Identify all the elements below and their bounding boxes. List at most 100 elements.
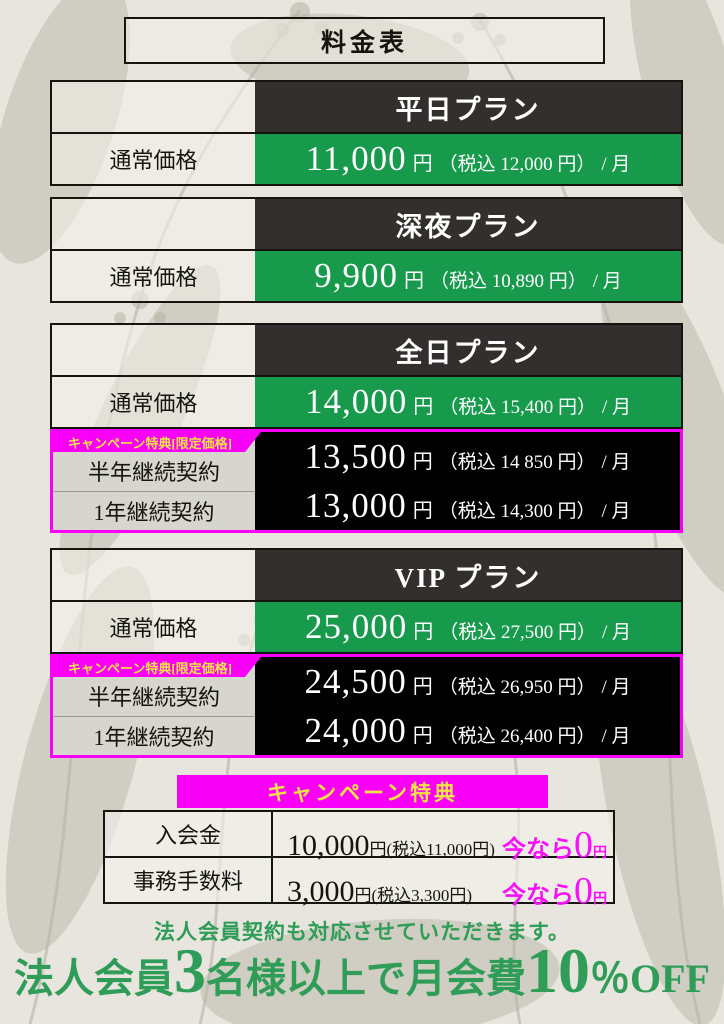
benefit-value-cell: 3,000 円 (税込3,300円) 今なら 0 円 <box>273 858 613 912</box>
benefits-title: キャンペーン特典 <box>267 780 458 805</box>
campaign-ribbon-label: キャンペーン特典[限定価格] <box>67 660 232 676</box>
plan-header-spacer <box>52 82 255 132</box>
benefit-row: 事務手数料 3,000 円 (税込3,300円) 今なら 0 円 <box>105 856 613 912</box>
campaign-price-block: キャンペーン特典[限定価格] 半年継続契約 1年継続契約 24,500 円 （税… <box>50 654 683 758</box>
price-amount: 24,000 <box>304 710 407 750</box>
plan-price-row: 通常価格 14,000 円 （税込 15,400 円） / 月 <box>52 375 681 427</box>
plan-price-row: 通常価格 25,000 円 （税込 27,500 円） / 月 <box>52 600 681 652</box>
plan-section-weekday: 平日プラン 通常価格 11,000 円 （税込 12,000 円） / 月 <box>50 80 683 186</box>
price-cell: 24,000 円 （税込 26,400 円） / 月 <box>255 706 680 755</box>
plan-name: 平日プラン <box>395 94 541 125</box>
benefit-now-free: 今なら 0 円 <box>502 869 607 913</box>
price-type-label: 通常価格 <box>52 251 255 301</box>
plan-section-allday: 全日プラン 通常価格 14,000 円 （税込 15,400 円） / 月 <box>50 323 683 533</box>
plan-price-row: 通常価格 11,000 円 （税込 12,000 円） / 月 <box>52 132 681 184</box>
price-cell: 24,500 円 （税込 26,950 円） / 月 <box>255 657 680 706</box>
contract-term-label: 1年継続契約 <box>53 490 255 531</box>
contract-term-label: 半年継続契約 <box>87 460 220 486</box>
benefit-value-cell: 10,000 円 (税込11,000円) 今なら 0 円 <box>273 812 613 866</box>
benefit-amount: 10,000 <box>287 829 370 862</box>
plan-table: VIP プラン 通常価格 25,000 円 （税込 27,500 円） / 月 <box>50 548 683 654</box>
benefit-now-free: 今なら 0 円 <box>502 823 607 867</box>
price-line: 9,900 円 （税込 10,890 円） / 月 <box>314 256 622 296</box>
headline-segment-number: 10 <box>526 935 590 1006</box>
campaign-price-column: 13,500 円 （税込 14 850 円） / 月 13,000 円 （税込 … <box>255 432 680 530</box>
contract-term-label: 1年継続契約 <box>53 715 255 756</box>
benefit-row: 入会金 10,000 円 (税込11,000円) 今なら 0 円 <box>105 812 613 866</box>
plan-price-row: 通常価格 9,900 円 （税込 10,890 円） / 月 <box>52 249 681 301</box>
page-title: 料金表 <box>320 29 408 57</box>
price-unit: 円 <box>412 153 433 175</box>
benefit-price: 10,000 円 (税込11,000円) <box>287 829 495 863</box>
plan-header-row: VIP プラン <box>52 550 681 600</box>
price-per-month: / 月 <box>601 397 632 418</box>
page-title-box: 料金表 <box>124 17 605 64</box>
benefit-unit: 円 <box>354 886 372 905</box>
price-cell: 11,000 円 （税込 12,000 円） / 月 <box>255 134 681 184</box>
benefit-tax: (税込3,300円) <box>371 886 473 905</box>
price-unit: 円 <box>412 499 433 522</box>
price-tax: （税込 27,500 円） <box>439 622 596 643</box>
price-unit: 円 <box>412 724 433 747</box>
benefit-amount: 3,000 <box>287 875 355 908</box>
contract-term-label: 半年継続契約 <box>87 685 220 711</box>
plan-header-spacer <box>52 199 255 249</box>
plan-name: 全日プラン <box>395 337 541 368</box>
price-unit: 円 <box>403 270 424 292</box>
price-per-month: / 月 <box>601 451 631 473</box>
price-per-month: / 月 <box>601 622 632 643</box>
zero-unit: 円 <box>593 846 607 861</box>
campaign-price-column: 24,500 円 （税込 26,950 円） / 月 24,000 円 （税込 … <box>255 657 680 755</box>
price-per-month: / 月 <box>592 271 622 292</box>
corporate-discount-headline: 法人会員 3 名様以上で月会費 10 ％OFF <box>0 934 724 1014</box>
plan-name-header: VIP プラン <box>255 550 681 600</box>
price-cell: 13,500 円 （税込 14 850 円） / 月 <box>255 432 680 481</box>
price-tax: （税込 14 850 円） <box>438 451 596 473</box>
plan-header-row: 平日プラン <box>52 82 681 132</box>
price-amount: 11,000 <box>305 139 407 178</box>
zero-unit: 円 <box>593 892 607 907</box>
plan-name-header: 全日プラン <box>255 325 681 375</box>
price-tax: （税込 26,400 円） <box>438 725 596 747</box>
plan-section-vip: VIP プラン 通常価格 25,000 円 （税込 27,500 円） / 月 <box>50 548 683 758</box>
plan-section-latenight: 深夜プラン 通常価格 9,900 円 （税込 10,890 円） / 月 <box>50 197 683 303</box>
now-label: 今なら <box>502 837 574 863</box>
campaign-ribbon: キャンペーン特典[限定価格] <box>53 432 261 452</box>
price-per-month: / 月 <box>601 725 631 747</box>
price-cell: 9,900 円 （税込 10,890 円） / 月 <box>255 251 681 301</box>
price-cell: 25,000 円 （税込 27,500 円） / 月 <box>255 602 681 652</box>
plan-header-spacer <box>52 550 255 600</box>
plan-name-header: 平日プラン <box>255 82 681 132</box>
price-type-label: 通常価格 <box>52 134 255 184</box>
plan-name-header: 深夜プラン <box>255 199 681 249</box>
plan-table: 深夜プラン 通常価格 9,900 円 （税込 10,890 円） / 月 <box>50 197 683 303</box>
price-tax: （税込 26,950 円） <box>438 676 596 698</box>
price-unit: 円 <box>412 450 433 473</box>
price-type-label: 通常価格 <box>52 602 255 652</box>
price-tax: （税込 10,890 円） <box>429 271 587 292</box>
campaign-ribbon-label: キャンペーン特典[限定価格] <box>67 435 232 451</box>
plan-header-row: 深夜プラン <box>52 199 681 249</box>
headline-segment: 名様以上で月会費 <box>206 956 526 1001</box>
price-amount: 13,000 <box>304 485 407 525</box>
now-label: 今なら <box>502 883 574 909</box>
benefits-table: 入会金 10,000 円 (税込11,000円) 今なら 0 円 事務手数料 3… <box>103 810 615 912</box>
price-cell: 14,000 円 （税込 15,400 円） / 月 <box>255 377 681 427</box>
plan-header-row: 全日プラン <box>52 325 681 375</box>
plan-name: 深夜プラン <box>395 211 541 242</box>
price-unit: 円 <box>413 396 434 418</box>
price-amount: 9,900 <box>314 256 398 295</box>
campaign-label-column: キャンペーン特典[限定価格] 半年継続契約 1年継続契約 <box>53 657 255 755</box>
benefit-label: 事務手数料 <box>105 858 273 902</box>
price-line: 13,500 円 （税込 14 850 円） / 月 <box>304 437 630 477</box>
price-amount: 14,000 <box>304 382 408 421</box>
plan-table: 平日プラン 通常価格 11,000 円 （税込 12,000 円） / 月 <box>50 80 683 186</box>
price-unit: 円 <box>413 621 434 643</box>
price-tax: （税込 14,300 円） <box>438 500 596 522</box>
price-line: 24,500 円 （税込 26,950 円） / 月 <box>304 662 630 702</box>
plan-name: VIP プラン <box>394 562 542 593</box>
price-type-label: 通常価格 <box>52 377 255 427</box>
benefit-price: 3,000 円 (税込3,300円) <box>287 875 472 909</box>
benefit-unit: 円 <box>369 840 387 859</box>
plan-header-spacer <box>52 325 255 375</box>
